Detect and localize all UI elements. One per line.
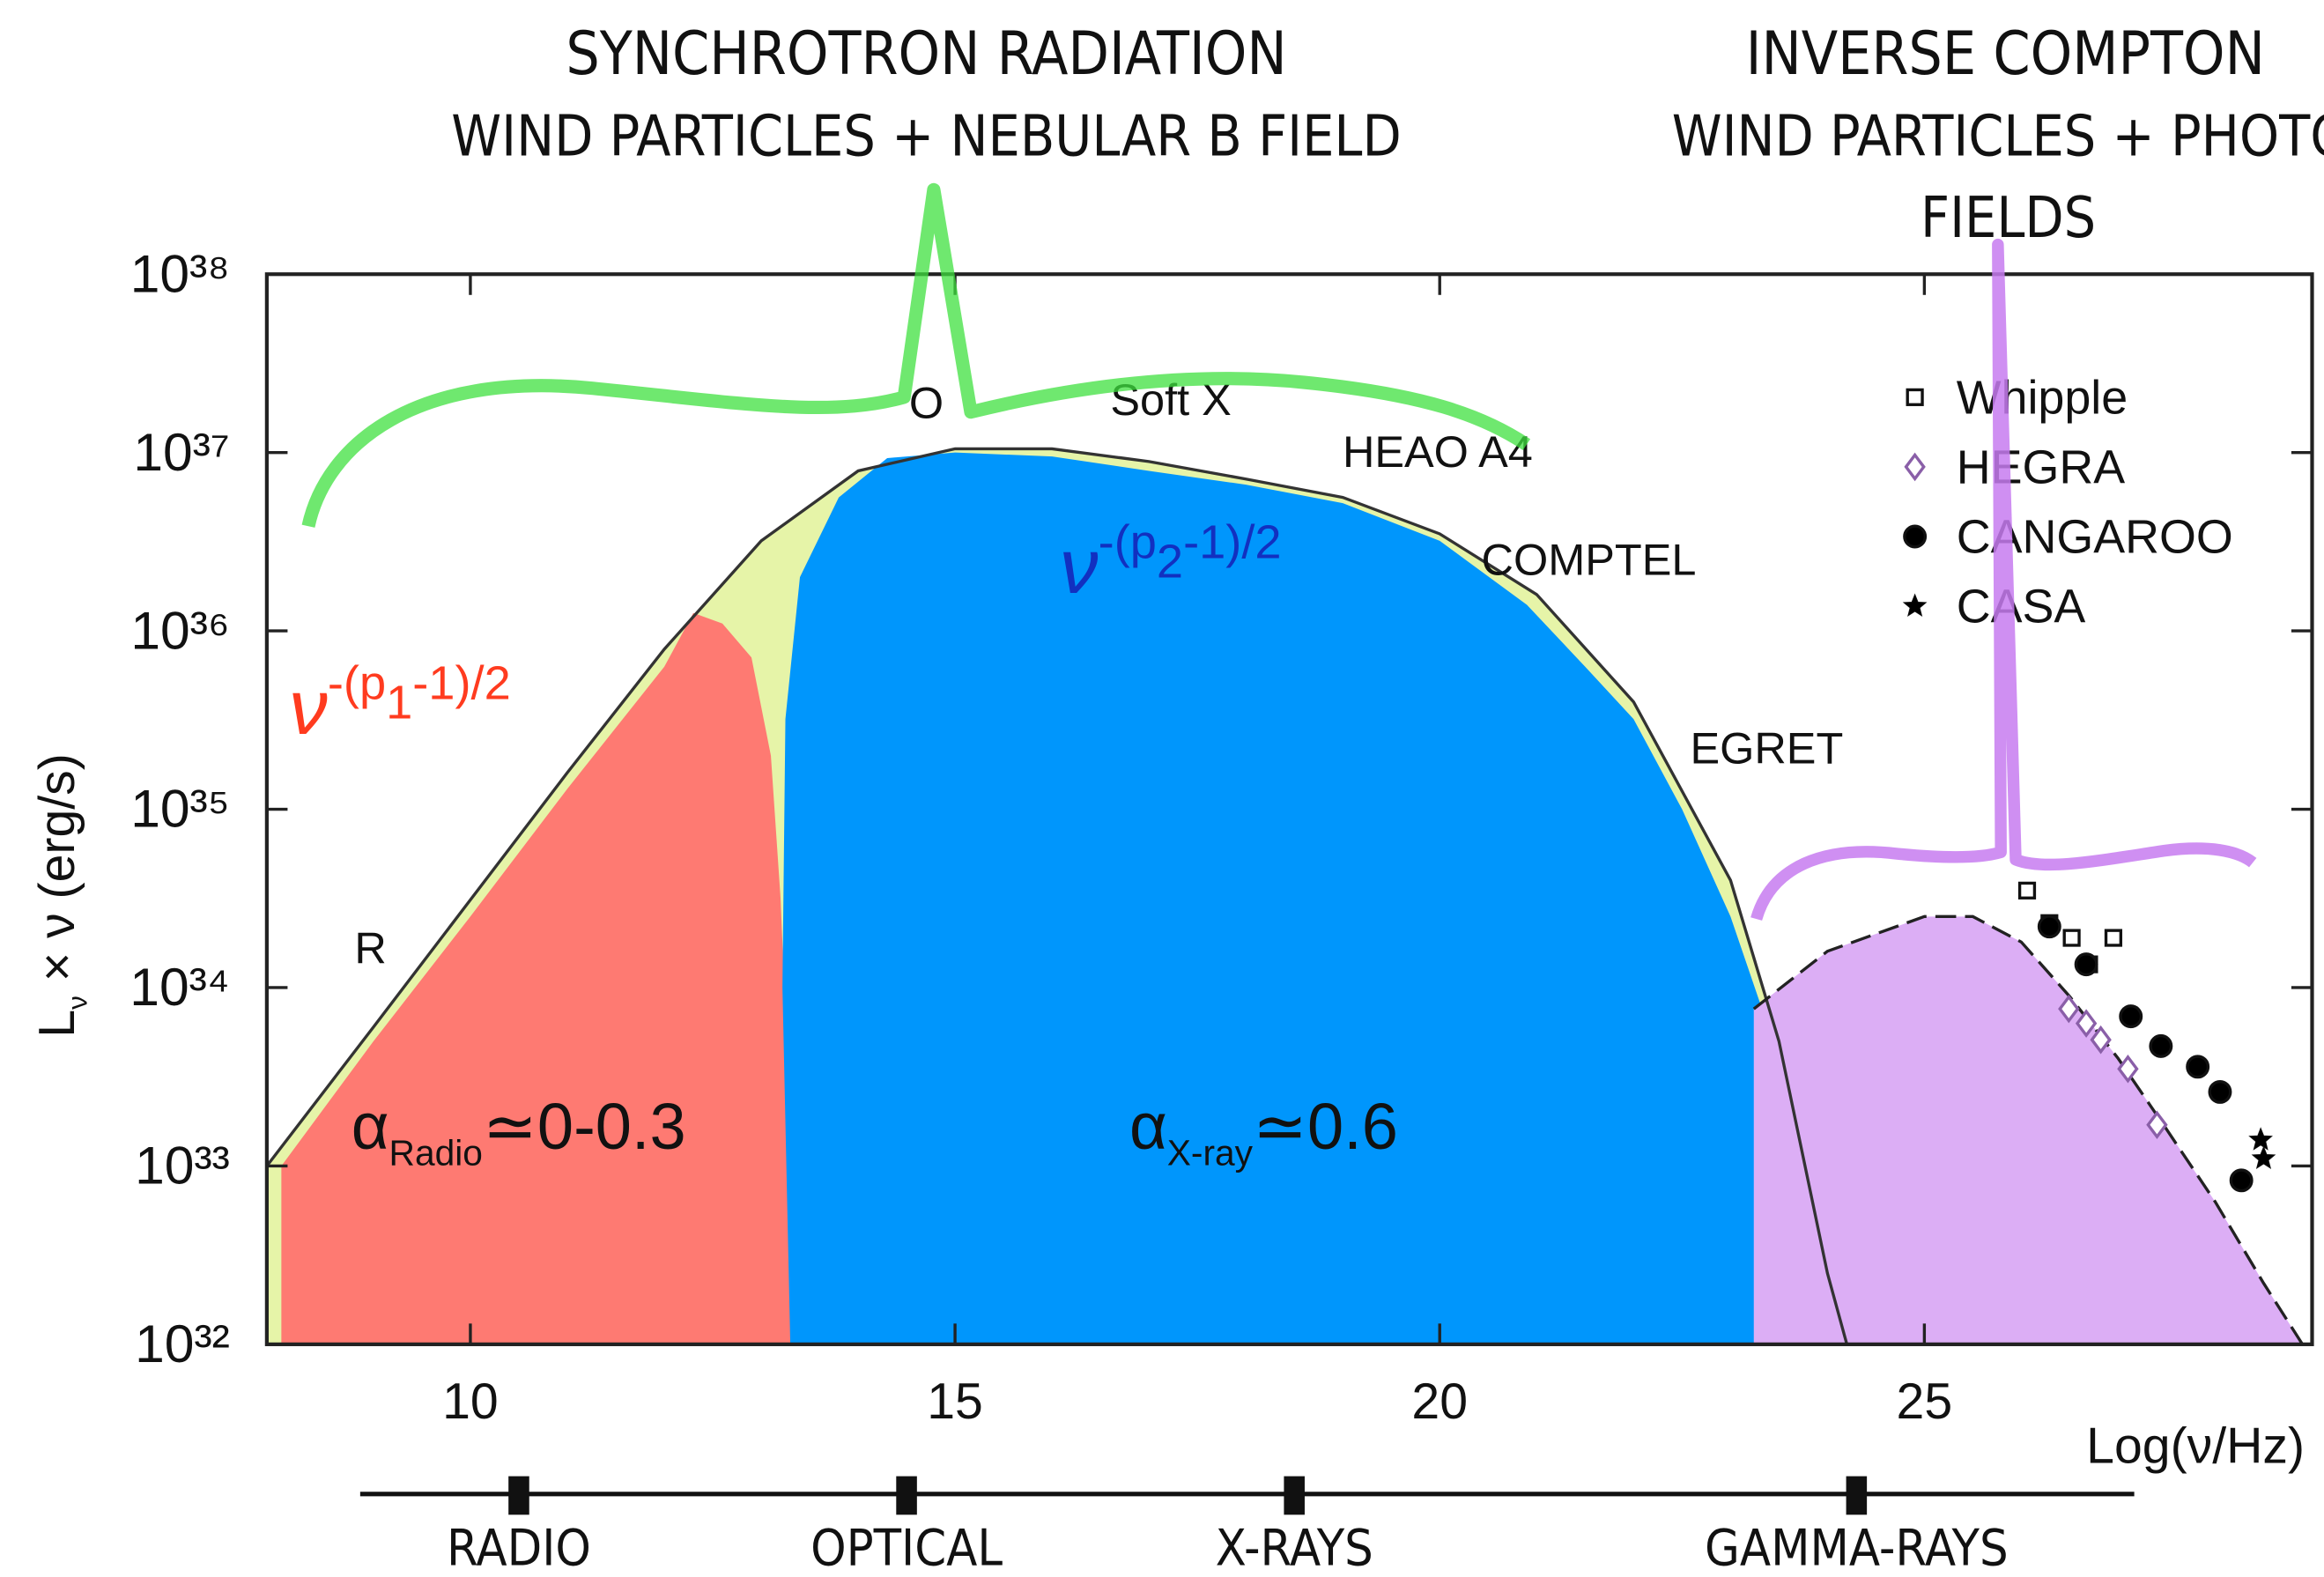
y-axis-label: Lν × ν (erg/s): [29, 753, 93, 1037]
y-tick-label: 10³³: [135, 1136, 230, 1196]
data-point: [2076, 954, 2097, 975]
data-point: [2020, 883, 2035, 898]
y-tick-label: 10³⁸: [130, 243, 230, 303]
formula-part: -1)/2: [412, 656, 510, 709]
page: Crab Nebula SED {"chart_data": { "type":…: [0, 0, 2324, 1577]
formula-part: ν: [289, 664, 328, 751]
data-point: [2064, 930, 2079, 945]
band-marker: [1847, 1477, 1868, 1515]
spectral-index-part: α: [1129, 1090, 1167, 1163]
annotation-title: SYNCHROTRON RADIATION: [566, 19, 1286, 88]
band-marker: [1284, 1477, 1305, 1515]
spectral-index-part: X-ray: [1167, 1132, 1254, 1173]
data-point: [2120, 1006, 2142, 1027]
formula-part: -(p: [1099, 516, 1157, 569]
annotation-subtitle: WIND PARTICLES + NEBULAR B FIELD: [451, 105, 1401, 170]
formula-part: -1)/2: [1183, 516, 1281, 569]
instrument-label: EGRET: [1690, 722, 1843, 773]
band-label: OPTICAL: [810, 1520, 1003, 1577]
data-point: [2106, 930, 2121, 945]
y-axis-label-part: L: [29, 1010, 85, 1038]
data-point: [2039, 916, 2061, 937]
formula-part: ν: [1060, 523, 1099, 610]
spectral-index-part: Radio: [389, 1132, 483, 1173]
data-point: [2209, 1082, 2231, 1103]
x-axis-label: Log(ν/Hz): [2086, 1418, 2305, 1474]
y-tick-label: 10³⁵: [130, 779, 230, 839]
data-point: [2150, 1036, 2172, 1057]
y-tick-label: 10³²: [135, 1314, 230, 1373]
x-tick-label: 10: [442, 1373, 499, 1430]
band-marker: [508, 1477, 529, 1515]
spectral-index-part: ≃0-0.3: [483, 1090, 686, 1163]
legend-label: CASA: [1957, 581, 2086, 633]
band-label: GAMMA-RAYS: [1705, 1520, 2009, 1577]
page-body: 10³² 10³³ 10³⁴ 10³⁵ 10³⁶ 10³⁷ 10³⁸ 10 15 20 25 Log(…: [0, 0, 2324, 1577]
data-point: [2187, 1056, 2209, 1077]
y-axis-label-part: × ν (erg/s): [29, 753, 85, 996]
instrument-label: COMPTEL: [1482, 535, 1697, 585]
x-tick-label: 15: [927, 1373, 983, 1430]
chart: 10³² 10³³ 10³⁴ 10³⁵ 10³⁶ 10³⁷ 10³⁸ 10 15 20 25 Log(…: [0, 0, 2324, 1577]
data-point: [2231, 1170, 2252, 1191]
instrument-label: O: [909, 377, 944, 427]
legend-label: HEGRA: [1957, 441, 2126, 493]
legend-label: Whipple: [1957, 371, 2128, 424]
annotation-title: INVERSE COMPTON: [1746, 19, 2265, 88]
annotation-subtitle: FIELDS: [1921, 186, 2096, 251]
y-axis-label-part: ν: [62, 996, 93, 1010]
x-tick-label: 25: [1897, 1373, 1953, 1430]
legend-marker: [1905, 526, 1926, 547]
y-tick-label: 10³⁴: [130, 957, 230, 1017]
band-label: X-RAYS: [1216, 1520, 1373, 1577]
legend-marker: [1907, 389, 1922, 404]
annotation-subtitle: WIND PARTICLES + PHOTON: [1672, 105, 2324, 170]
spectral-index-part: α: [352, 1090, 389, 1163]
band-label: RADIO: [447, 1520, 591, 1577]
y-tick-label: 10³⁷: [133, 422, 229, 482]
formula-part: 1: [386, 676, 412, 729]
formula-part: -(p: [328, 656, 386, 709]
x-tick-label: 20: [1411, 1373, 1468, 1430]
formula-part: 2: [1157, 535, 1183, 588]
spectral-index-part: ≃0.6: [1253, 1090, 1398, 1163]
band-marker: [896, 1477, 917, 1515]
y-tick-label: 10³⁶: [130, 600, 229, 660]
instrument-label: R: [354, 923, 386, 974]
